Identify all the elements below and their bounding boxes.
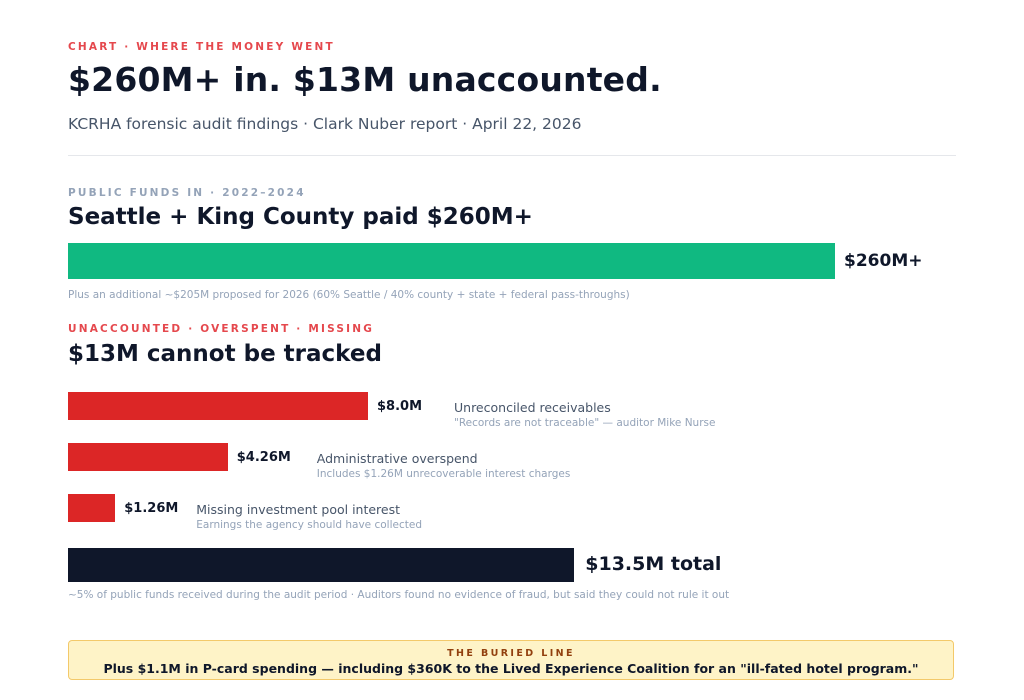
unaccounted-bar-value: $8.0M (377, 399, 423, 414)
unaccounted-eyebrow: UNACCOUNTED · OVERSPENT · MISSING (68, 323, 375, 335)
callout-text: Plus $1.1M in P-card spending — includin… (103, 661, 919, 676)
unaccounted-bar-note: "Records are not traceable" — auditor Mi… (454, 417, 716, 429)
unaccounted-bar (68, 392, 368, 420)
unaccounted-bar-label: Unreconciled receivables (454, 400, 611, 415)
total-bar (68, 548, 575, 582)
callout-label: THE BURIED LINE (447, 648, 575, 659)
unaccounted-bar-value: $4.26M (236, 450, 291, 465)
unaccounted-bar (68, 494, 116, 522)
unaccounted-bar-note: Earnings the agency should have collecte… (196, 519, 422, 531)
funds-bar (68, 243, 835, 279)
unaccounted-bar-label: Administrative overspend (316, 451, 478, 466)
unaccounted-bar-note: Includes $1.26M unrecoverable interest c… (316, 468, 571, 480)
funds-bar-value: $260M+ (844, 251, 923, 271)
unaccounted-title: $13M cannot be tracked (68, 341, 382, 367)
funds-eyebrow: PUBLIC FUNDS IN · 2022–2024 (68, 187, 306, 199)
chart-eyebrow: CHART · WHERE THE MONEY WENT (68, 41, 335, 53)
total-bar-value: $13.5M total (585, 553, 722, 575)
page-subtitle: KCRHA forensic audit findings · Clark Nu… (68, 115, 582, 133)
buried-line-callout: THE BURIED LINE Plus $1.1M in P-card spe… (68, 640, 954, 680)
unaccounted-bar-value: $1.26M (124, 501, 179, 516)
page-title: $260M+ in. $13M unaccounted. (68, 60, 662, 99)
unaccounted-bar (68, 443, 228, 471)
unaccounted-footnote: ~5% of public funds received during the … (68, 589, 730, 601)
header-divider (68, 155, 956, 156)
funds-title: Seattle + King County paid $260M+ (68, 204, 533, 230)
unaccounted-bar-label: Missing investment pool interest (196, 502, 401, 517)
funds-note: Plus an additional ~$205M proposed for 2… (68, 289, 630, 301)
